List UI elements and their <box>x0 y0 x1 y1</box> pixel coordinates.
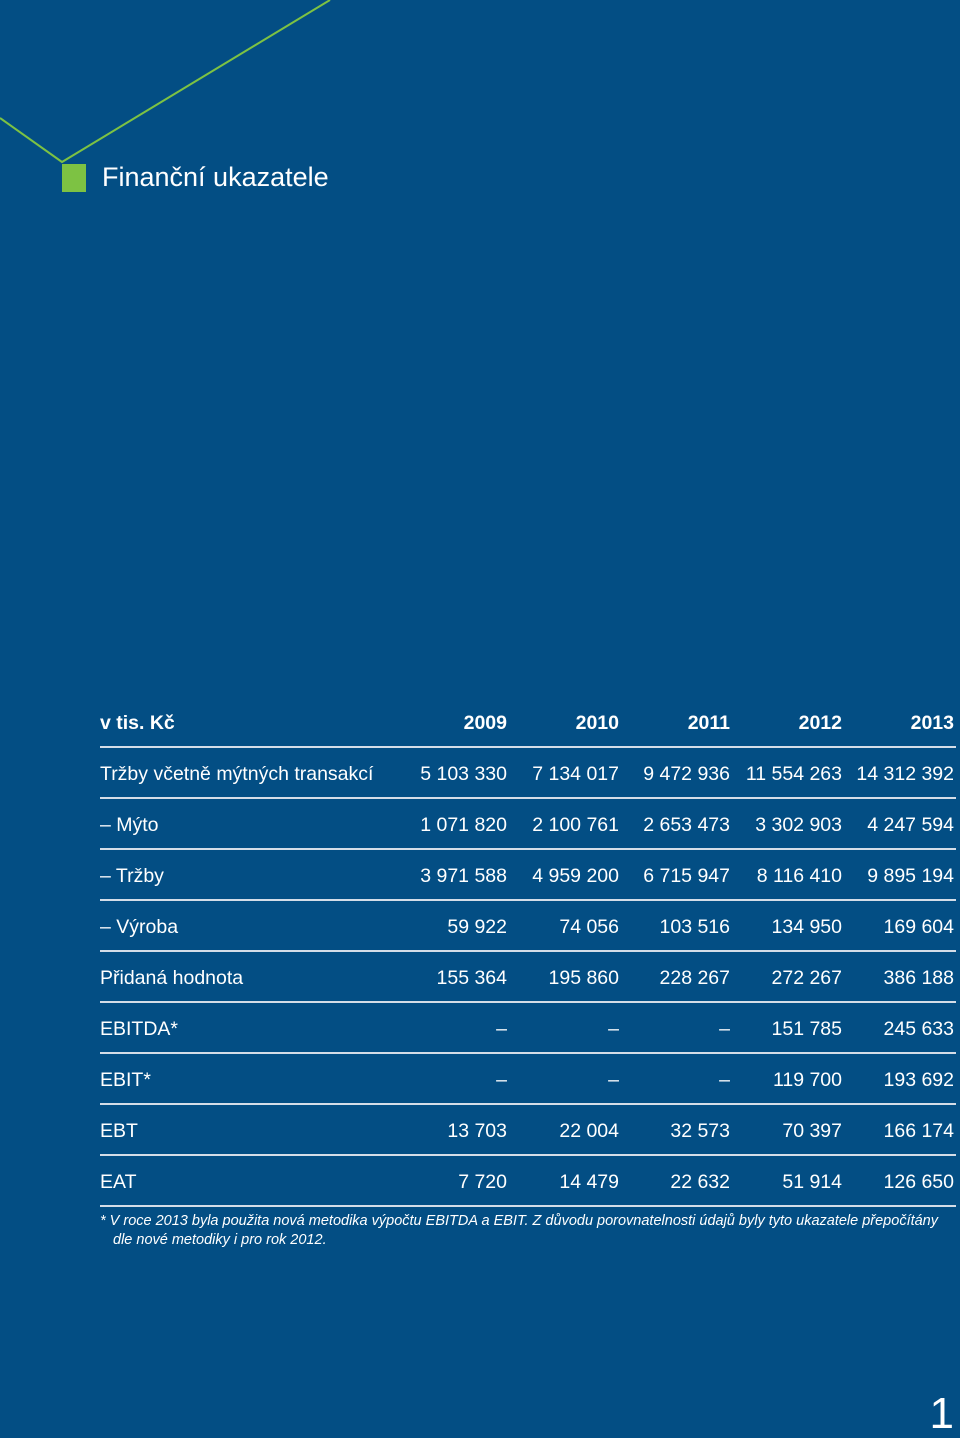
row-label: EAT <box>100 1171 137 1193</box>
decorative-lines <box>0 0 331 164</box>
table-cell: – <box>608 1069 619 1091</box>
table-cell: 151 785 <box>771 1018 843 1040</box>
page-number: 1 <box>929 1389 954 1438</box>
table-cell: 74 056 <box>559 916 619 938</box>
financial-table: v tis. Kč 2009 2010 2011 2012 2013 Tržby… <box>100 698 956 1207</box>
table-cell: 14 479 <box>559 1171 619 1193</box>
table-cell: 2 100 761 <box>532 814 619 836</box>
table-cell: 169 604 <box>883 916 955 938</box>
section-header: Finanční ukazatele <box>62 162 329 193</box>
table-cell: – <box>496 1018 507 1040</box>
table-cell: 9 895 194 <box>867 865 954 887</box>
unit-label: v tis. Kč <box>100 712 175 734</box>
row-label: – Mýto <box>100 814 159 836</box>
year-header: 2009 <box>463 712 507 734</box>
table-cell: 2 653 473 <box>643 814 730 836</box>
table-row: EBT 13 703 22 004 32 573 70 397 166 174 <box>100 1105 956 1156</box>
row-label: – Tržby <box>100 865 164 887</box>
table-cell: 9 472 936 <box>643 763 730 785</box>
green-square-icon <box>62 163 86 192</box>
table-cell: 1 071 820 <box>420 814 507 836</box>
table-row: EBITDA* – – – 151 785 245 633 <box>100 1003 956 1054</box>
table-row: Přidaná hodnota 155 364 195 860 228 267 272 … <box>100 952 956 1003</box>
table-cell: 166 174 <box>883 1120 955 1142</box>
page-title: Finanční ukazatele <box>102 162 329 192</box>
table-cell: 22 632 <box>670 1171 730 1193</box>
footnote-line: * V roce 2013 byla použita nová metodika… <box>100 1213 938 1229</box>
table-cell: 11 554 263 <box>745 763 842 785</box>
table-body: Tržby včetně mýtných transakcí 5 103 330 7… <box>100 748 956 1207</box>
table-cell: 119 700 <box>772 1069 842 1091</box>
table-cell: 14 312 392 <box>856 763 954 785</box>
table-cell: 32 573 <box>670 1120 730 1142</box>
year-header: 2012 <box>798 712 842 734</box>
table-cell: 272 267 <box>771 967 843 989</box>
table-cell: 193 692 <box>883 1069 955 1091</box>
row-label: EBITDA* <box>100 1018 179 1040</box>
table-cell: 13 703 <box>447 1120 507 1142</box>
row-label: – Výroba <box>100 916 179 938</box>
table-cell: 228 267 <box>659 967 731 989</box>
table-cell: 7 134 017 <box>532 763 619 785</box>
table-cell: 134 950 <box>771 916 843 938</box>
table-row: – Mýto 1 071 820 2 100 761 2 653 473 3 302 9… <box>100 799 956 850</box>
year-header: 2010 <box>575 712 619 734</box>
table-cell: 6 715 947 <box>643 865 730 887</box>
table-cell: 155 364 <box>436 967 508 989</box>
table-cell: 5 103 330 <box>420 763 507 785</box>
table-cell: 51 914 <box>782 1171 842 1193</box>
table-cell: – <box>496 1069 507 1091</box>
footnote: * V roce 2013 byla použita nová metodika… <box>100 1212 950 1250</box>
table-cell: – <box>719 1018 730 1040</box>
table-cell: 70 397 <box>782 1120 842 1142</box>
table-row: EBIT* – – – 119 700 193 692 <box>100 1054 956 1105</box>
table-cell: 8 116 410 <box>756 865 842 887</box>
table-cell: 7 720 <box>458 1171 507 1193</box>
year-header: 2013 <box>910 712 954 734</box>
table-row: Tržby včetně mýtných transakcí 5 103 330 7… <box>100 748 956 799</box>
table-cell: 386 188 <box>883 967 955 989</box>
table-row: – Výroba 59 922 74 056 103 516 134 950 169 60… <box>100 901 956 952</box>
row-label: EBIT* <box>100 1069 151 1091</box>
table-cell: 3 971 588 <box>420 865 507 887</box>
table-cell: 126 650 <box>883 1171 955 1193</box>
table-cell: 195 860 <box>548 967 620 989</box>
table-cell: 245 633 <box>883 1018 955 1040</box>
year-header: 2011 <box>687 712 730 734</box>
row-label: Tržby včetně mýtných transakcí <box>100 763 374 785</box>
table-cell: 103 516 <box>659 916 731 938</box>
table-cell: 22 004 <box>559 1120 619 1142</box>
table-row: – Tržby 3 971 588 4 959 200 6 715 947 8 116 … <box>100 850 956 901</box>
table-header-row: v tis. Kč 2009 2010 2011 2012 2013 <box>100 698 956 748</box>
row-label: Přidaná hodnota <box>100 967 244 989</box>
table-cell: – <box>608 1018 619 1040</box>
table-cell: – <box>719 1069 730 1091</box>
table-cell: 4 959 200 <box>532 865 619 887</box>
table-cell: 59 922 <box>447 916 507 938</box>
row-label: EBT <box>100 1120 138 1142</box>
footnote-line: dle nové metodiky i pro rok 2012. <box>113 1232 327 1248</box>
table-cell: 3 302 903 <box>755 814 842 836</box>
table-cell: 4 247 594 <box>867 814 954 836</box>
table-row: EAT 7 720 14 479 22 632 51 914 126 650 <box>100 1156 956 1207</box>
